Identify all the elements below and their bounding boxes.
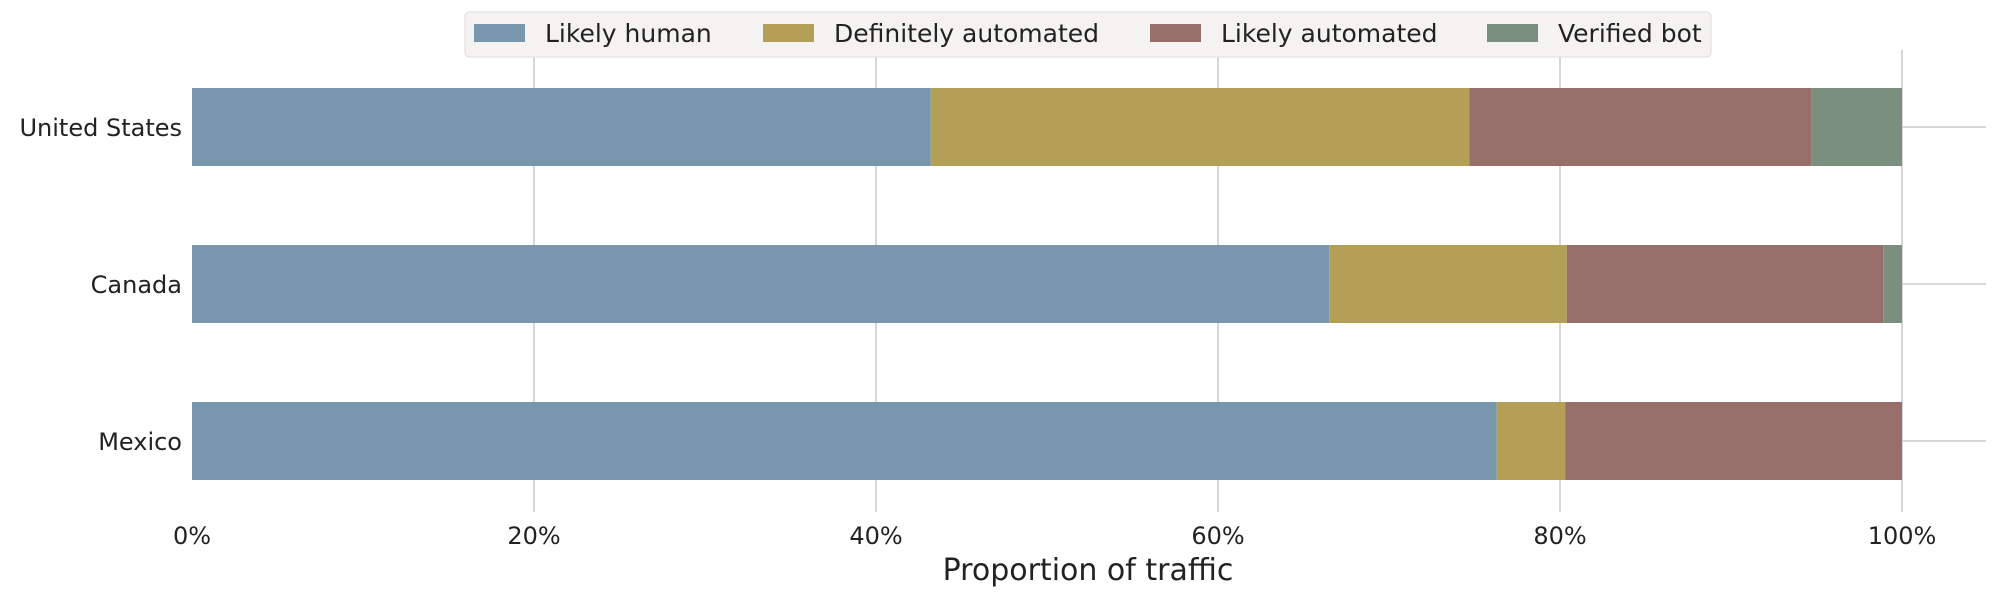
bar-segment (1883, 245, 1902, 323)
bar-segment (930, 88, 1470, 166)
legend-swatch (474, 24, 525, 42)
bars (192, 88, 1902, 480)
bar-segment (1565, 402, 1902, 480)
bar-segment (1811, 88, 1902, 166)
x-tick-label: 0% (173, 522, 211, 550)
bar-segment (1566, 245, 1884, 323)
bar-segment (192, 88, 931, 166)
x-tick-label: 80% (1533, 522, 1586, 550)
bar-segment (1496, 402, 1566, 480)
legend-label: Likely automated (1221, 19, 1438, 48)
x-tick-label: 20% (507, 522, 560, 550)
bar-segment (1329, 245, 1567, 323)
y-tick-label: United States (19, 114, 182, 142)
x-tick-label: 60% (1191, 522, 1244, 550)
legend: Likely human Definitely automated Likely a… (464, 11, 1712, 58)
legend-swatch (763, 24, 814, 42)
legend-label: Verified bot (1558, 19, 1702, 48)
x-tick-labels: 0% 20% 40% 60% 80% 100% (173, 522, 1936, 550)
x-axis-title: Proportion of traffic (943, 553, 1234, 588)
legend-label: Definitely automated (834, 19, 1099, 48)
bar-segment (1469, 88, 1812, 166)
x-tick-label: 40% (849, 522, 902, 550)
y-tick-label: Canada (91, 271, 182, 299)
bar-segment (192, 245, 1330, 323)
y-tick-label: Mexico (98, 428, 182, 456)
legend-label: Likely human (545, 19, 712, 48)
x-tick-label: 100% (1868, 522, 1937, 550)
legend-swatch (1487, 24, 1538, 42)
legend-frame (464, 11, 1712, 58)
y-tick-labels: United States Canada Mexico (19, 114, 182, 456)
legend-swatch (1150, 24, 1201, 42)
bar-segment (192, 402, 1497, 480)
